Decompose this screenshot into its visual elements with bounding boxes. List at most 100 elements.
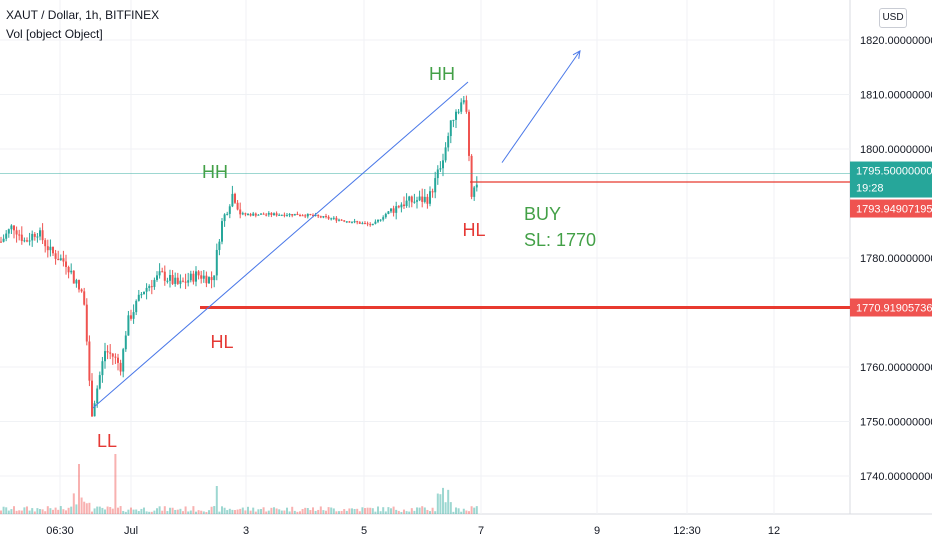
candle-body	[283, 214, 286, 216]
volume-bar	[106, 506, 109, 514]
volume-bar	[210, 506, 213, 514]
volume-bar	[390, 508, 392, 514]
candle-body	[171, 275, 174, 284]
volume-bar	[293, 510, 296, 514]
candle-body	[299, 215, 301, 217]
candle-body	[400, 204, 403, 208]
candle-body	[267, 212, 270, 215]
volume-bar	[101, 507, 104, 514]
arrow-head	[572, 49, 581, 59]
volume-bar	[275, 508, 278, 514]
volume-bar	[150, 511, 153, 514]
volume-bar	[335, 511, 338, 514]
candle-body	[140, 294, 143, 296]
candle-body	[470, 155, 473, 197]
volume-bar	[286, 507, 288, 514]
candle-body	[429, 191, 431, 204]
candle-body	[117, 357, 119, 363]
candle-body	[15, 230, 18, 235]
volume-bar	[395, 509, 398, 514]
candle-body	[106, 351, 109, 353]
volume-bar	[423, 507, 426, 514]
volume-bar	[278, 509, 281, 514]
candle-body	[213, 275, 216, 281]
volume-bar	[171, 507, 174, 514]
candle-body	[340, 219, 343, 221]
volume-bar	[364, 508, 366, 514]
volume-bar	[319, 506, 322, 514]
volume-bar	[421, 506, 424, 514]
candle-body	[410, 196, 413, 203]
volume-bar	[72, 493, 75, 514]
candle-body	[390, 208, 392, 212]
candle-body	[78, 280, 80, 290]
candle-body	[195, 271, 197, 282]
volume-bar	[317, 509, 320, 514]
candle-body	[41, 230, 44, 241]
candle-body	[143, 291, 145, 295]
volume-bar	[382, 507, 385, 514]
candle-body	[179, 280, 182, 284]
volume-bar	[156, 508, 158, 514]
volume-bar	[325, 510, 327, 514]
candle-body	[314, 214, 317, 217]
volume-bar	[41, 509, 44, 514]
uptrend-line	[92, 81, 469, 409]
volume-bar	[322, 510, 325, 514]
volume-bar	[215, 486, 218, 514]
candle-body	[382, 217, 385, 220]
volume-bar	[267, 510, 270, 514]
candle-body	[75, 280, 78, 284]
candle-body	[218, 241, 221, 250]
volume-bar	[379, 511, 382, 514]
y-tick-label: 1820.00000000	[860, 35, 932, 47]
price-tag-label: 1770.91905736	[856, 302, 932, 314]
volume-bar	[452, 511, 455, 514]
volume-bar	[184, 506, 187, 514]
candle-body	[304, 215, 307, 217]
volume-bar	[18, 510, 21, 514]
volume-bar	[392, 506, 395, 514]
candle-body	[416, 200, 418, 202]
volume-bar	[247, 506, 249, 514]
candle-body	[202, 275, 205, 279]
candle-body	[70, 270, 73, 273]
candle-body	[189, 273, 192, 281]
volume-bar	[457, 508, 460, 514]
volume-bar	[124, 511, 127, 514]
volume-bar	[244, 510, 247, 514]
candle-body	[122, 349, 125, 372]
candle-body	[205, 275, 208, 284]
volume-bar	[283, 510, 286, 514]
candle-body	[387, 211, 390, 214]
volume-bar	[418, 507, 421, 514]
candle-body	[306, 213, 309, 217]
volume-bar	[473, 507, 476, 514]
candle-body	[338, 219, 340, 221]
currency-button[interactable]: USD	[879, 8, 907, 28]
candle-body	[288, 213, 291, 216]
candle-body	[104, 351, 106, 362]
candle-body	[5, 233, 8, 239]
volume-bar	[358, 511, 361, 514]
volume-bar	[169, 507, 171, 514]
candle-body	[91, 380, 93, 417]
candle-body	[158, 271, 161, 276]
volume-bar	[436, 493, 439, 514]
candle-body	[221, 221, 223, 242]
countdown-label: 19:28	[856, 183, 884, 195]
volume-bar	[265, 511, 268, 514]
volume-bar	[57, 509, 60, 514]
candle-body	[273, 213, 275, 216]
candle-body	[93, 403, 96, 417]
volume-bar	[221, 506, 223, 514]
candle-body	[85, 304, 88, 342]
volume-bar	[122, 510, 125, 514]
candle-body	[223, 214, 226, 222]
candle-body	[395, 206, 398, 213]
volume-bar	[202, 511, 205, 514]
volume-bar	[403, 509, 405, 514]
candle-body	[44, 240, 47, 247]
